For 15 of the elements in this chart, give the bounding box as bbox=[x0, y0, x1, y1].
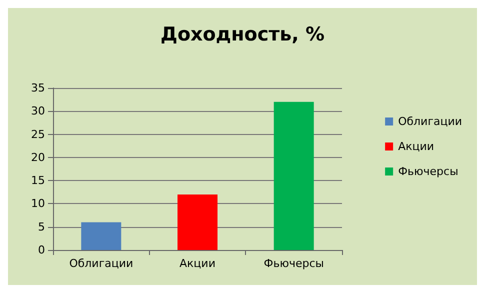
legend-label: Облигации bbox=[398, 115, 462, 128]
y-tick-label: 25 bbox=[31, 128, 45, 141]
x-tick-label: Фьючерсы bbox=[264, 257, 324, 270]
chart-title: Доходность, % bbox=[160, 24, 324, 46]
y-tick-label: 20 bbox=[31, 150, 45, 164]
y-tick-label: 30 bbox=[31, 104, 45, 118]
y-tick-label: 35 bbox=[31, 82, 45, 94]
y-tick-label: 0 bbox=[38, 244, 45, 256]
y-tick-label: 5 bbox=[38, 220, 45, 234]
y-tick-label: 15 bbox=[31, 174, 45, 188]
y-tick-label: 10 bbox=[31, 197, 45, 210]
x-tick-label: Акции bbox=[180, 257, 216, 270]
legend-label: Акции bbox=[398, 140, 434, 153]
x-tick-label: Облигации bbox=[69, 257, 134, 270]
legend-label: Фьючерсы bbox=[398, 165, 458, 178]
